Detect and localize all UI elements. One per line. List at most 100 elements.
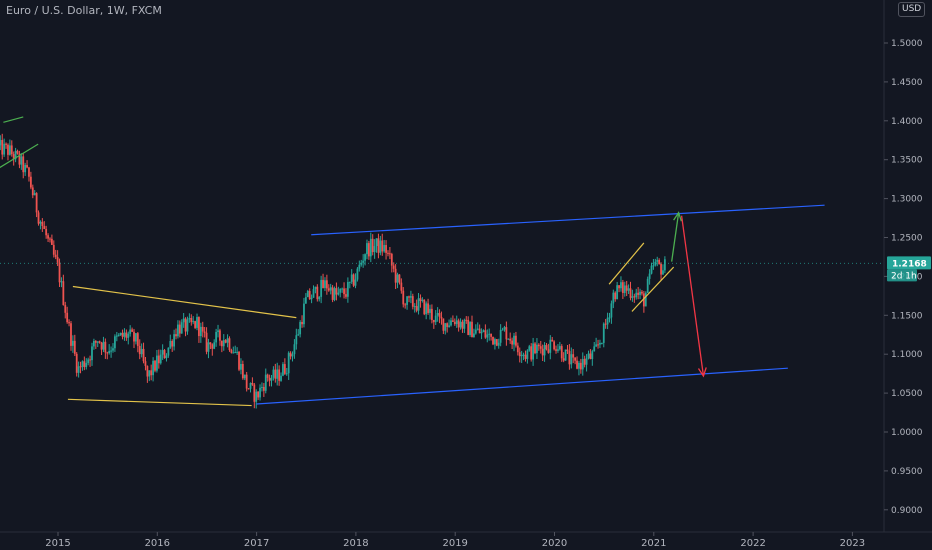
candle-down [452, 320, 454, 322]
candle-up [310, 297, 313, 300]
candle-down [31, 187, 34, 196]
arrow-head[interactable] [673, 211, 682, 222]
candle-up [346, 282, 349, 297]
candle-up [114, 336, 116, 349]
candle-down [224, 340, 227, 343]
candle-down [136, 333, 139, 346]
trendline[interactable] [311, 204, 825, 236]
candle-down [274, 369, 277, 379]
candle-up [3, 143, 6, 155]
candle-up [173, 334, 176, 347]
currency-badge[interactable]: USD [898, 2, 926, 17]
candle-down [545, 345, 548, 350]
price-tick-label: 0.9500 [891, 467, 923, 477]
candle-up [0, 139, 2, 146]
trendline[interactable] [72, 285, 297, 319]
candle-up [656, 259, 659, 262]
candle-up [8, 145, 11, 155]
candle-down [625, 285, 628, 291]
candle-up [507, 338, 510, 340]
candle-up [123, 332, 126, 337]
candle-up [314, 286, 317, 290]
candle-down [5, 143, 7, 145]
price-tick-label: 1.1000 [891, 350, 923, 360]
candle-up [528, 346, 531, 351]
candle-up [652, 265, 655, 267]
countdown-badge [887, 269, 917, 282]
candle-up [236, 351, 239, 353]
trendline[interactable] [256, 367, 788, 405]
candle-down [547, 349, 550, 353]
candle-up [207, 342, 210, 352]
candle-up [503, 327, 506, 330]
candle-down [572, 354, 575, 358]
candle-up [196, 317, 198, 328]
candle-down [621, 282, 624, 293]
trendline[interactable] [631, 266, 675, 312]
arrow-shaft[interactable] [680, 215, 705, 377]
candle-up [421, 299, 424, 301]
trendline[interactable] [67, 398, 252, 407]
candle-down [131, 329, 133, 332]
candle-up [306, 290, 309, 298]
candle-up [188, 318, 191, 320]
candle-down [530, 346, 533, 360]
candle-down [41, 221, 44, 227]
candle-up [333, 288, 336, 300]
trendline[interactable] [608, 242, 645, 285]
candle-up [570, 354, 573, 365]
candle-up [578, 362, 580, 369]
candle-up [627, 288, 630, 291]
candle-up [532, 343, 535, 360]
candle-up [362, 260, 365, 263]
candle-up [436, 313, 439, 316]
trendline[interactable] [0, 143, 39, 171]
candle-up [117, 335, 120, 337]
candle-up [177, 324, 179, 337]
candle-down [637, 292, 640, 295]
candle-down [509, 338, 512, 341]
candle-down [308, 290, 311, 300]
candle-up [148, 370, 151, 377]
candle-down [453, 321, 456, 325]
candle-up [20, 156, 23, 165]
candle-up [337, 292, 340, 295]
candle-down [423, 299, 426, 315]
candle-down [75, 353, 78, 373]
candle-down [45, 228, 48, 236]
candle-up [60, 281, 63, 283]
candle-down [83, 361, 86, 368]
price-tick-label: 1.5000 [891, 39, 923, 49]
candle-up [102, 341, 105, 350]
candle-up [348, 281, 351, 283]
candle-up [71, 340, 74, 346]
candle-down [125, 332, 128, 338]
candle-down [438, 313, 441, 317]
candle-down [100, 342, 103, 350]
candle-up [127, 333, 130, 338]
time-tick-label: 2017 [244, 538, 269, 549]
candle-up [318, 296, 321, 300]
candle-up [616, 285, 619, 300]
candle-up [406, 296, 408, 305]
candle-up [549, 339, 552, 353]
arrow-head[interactable] [697, 367, 707, 378]
candle-up [654, 261, 657, 266]
candle-down [484, 330, 487, 338]
candle-down [597, 344, 599, 346]
candle-up [591, 351, 594, 360]
candle-up [240, 363, 242, 370]
candle-up [14, 150, 17, 160]
candle-down [26, 165, 28, 168]
trendline[interactable] [3, 116, 24, 123]
arrow-shaft[interactable] [671, 212, 680, 262]
candle-down [465, 319, 468, 321]
candle-up [610, 303, 613, 318]
candle-up [112, 348, 114, 351]
candle-up [261, 386, 263, 388]
candle-up [662, 270, 664, 275]
candle-down [408, 296, 410, 298]
candle-down [478, 328, 481, 334]
candle-down [492, 336, 494, 345]
